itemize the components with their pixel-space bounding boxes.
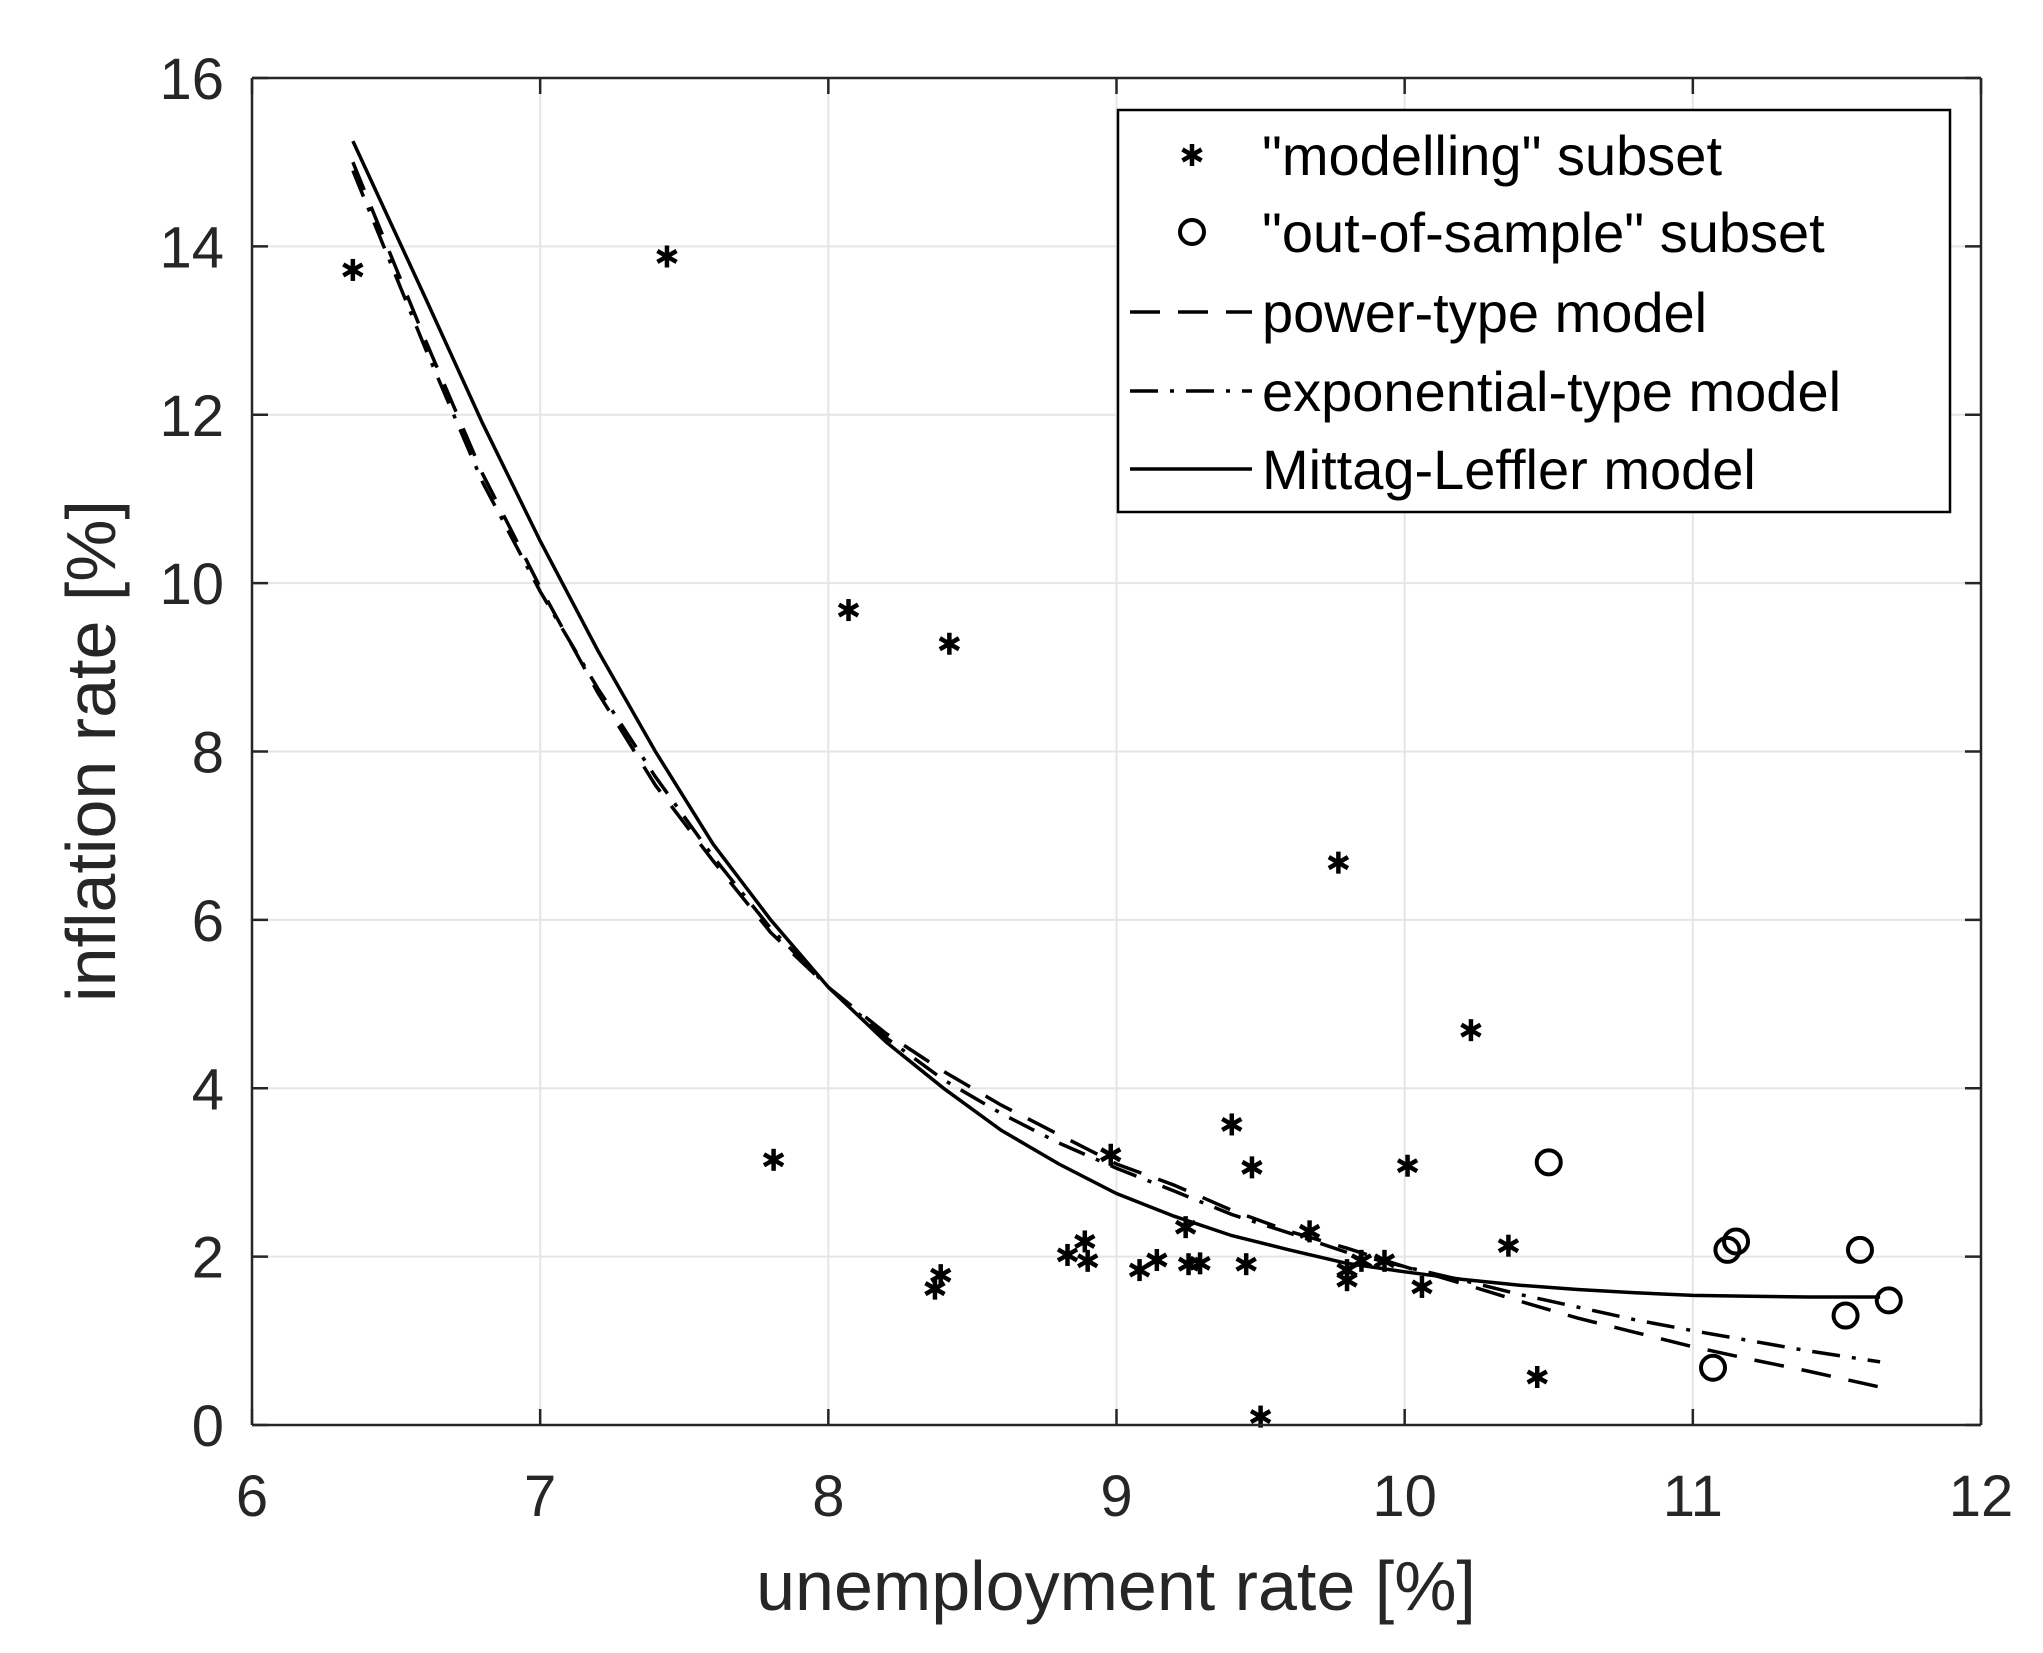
- data-point-modelling-subset: [1100, 1143, 1122, 1166]
- legend-label-out-of-sample-subset: "out-of-sample" subset: [1262, 201, 1825, 264]
- legend-marker-modelling-subset: [1181, 144, 1203, 166]
- x-tick-label: 11: [1663, 1464, 1723, 1529]
- series-line-exponential-type-model: [351, 169, 1881, 1364]
- legend-label-exponential-type-model: exponential-type model: [1262, 360, 1841, 423]
- data-point-modelling-subset: [1373, 1249, 1396, 1272]
- data-point-out-of-sample-subset: [1831, 1301, 1860, 1330]
- data-point-modelling-subset: [1076, 1249, 1099, 1272]
- data-point-modelling-subset: [762, 1148, 785, 1171]
- data-point-out-of-sample-subset: [1874, 1286, 1903, 1315]
- data-point-modelling-subset: [1336, 1269, 1358, 1292]
- data-point-modelling-subset: [1189, 1252, 1211, 1275]
- legend-label-modelling-subset: "modelling" subset: [1262, 124, 1722, 187]
- data-point-modelling-subset: [1056, 1243, 1079, 1266]
- data-point-modelling-subset: [342, 258, 364, 281]
- data-point-modelling-subset: [1350, 1249, 1373, 1272]
- data-point-modelling-subset: [1526, 1366, 1548, 1389]
- legend-box: [1116, 108, 1952, 514]
- data-points: [342, 245, 1903, 1428]
- data-point-modelling-subset: [1128, 1259, 1151, 1282]
- y-tick-label: 6: [192, 889, 224, 954]
- series-line-power-type-model: [351, 161, 1881, 1389]
- data-point-modelling-subset: [1146, 1248, 1168, 1271]
- data-point-modelling-subset: [1241, 1156, 1263, 1179]
- y-tick-label: 10: [159, 552, 224, 617]
- x-tick-label: 10: [1372, 1464, 1437, 1529]
- y-tick-label: 2: [192, 1226, 224, 1291]
- data-point-out-of-sample-subset: [1845, 1235, 1874, 1264]
- model-curves: [351, 140, 1881, 1389]
- data-point-modelling-subset: [1235, 1253, 1257, 1276]
- legend-label-power-type-model: power-type model: [1262, 281, 1707, 344]
- x-axis-label: unemployment rate [%]: [756, 1547, 1476, 1625]
- legend-label-mittag-leffler-model: Mittag-Leffler model: [1262, 438, 1756, 501]
- data-point-out-of-sample-subset: [1713, 1235, 1742, 1264]
- data-point-modelling-subset: [1460, 1019, 1482, 1042]
- y-tick-label: 0: [192, 1394, 224, 1459]
- legend: "modelling" subset "out-of-sample" subset…: [1116, 108, 1952, 514]
- x-tick-label: 8: [812, 1464, 844, 1529]
- x-tick-labels: 6 7 8 9 10 11 12: [236, 1464, 2013, 1529]
- data-point-modelling-subset: [1298, 1220, 1321, 1243]
- y-tick-labels: 0 2 4 6 8 10 12 14 16: [159, 47, 224, 1459]
- y-tick-label: 12: [159, 384, 224, 449]
- data-point-out-of-sample-subset: [1534, 1148, 1563, 1177]
- data-point-out-of-sample-subset: [1699, 1353, 1728, 1382]
- y-tick-label: 4: [192, 1057, 224, 1122]
- data-point-modelling-subset: [1396, 1154, 1419, 1177]
- data-point-modelling-subset: [1221, 1113, 1243, 1136]
- data-point-out-of-sample-subset: [1722, 1227, 1751, 1256]
- data-point-modelling-subset: [1327, 851, 1350, 874]
- y-tick-label: 14: [159, 215, 224, 280]
- data-point-modelling-subset: [1411, 1275, 1433, 1298]
- x-tick-label: 12: [1949, 1464, 2014, 1529]
- data-point-modelling-subset: [1074, 1230, 1096, 1253]
- x-tick-label: 7: [524, 1464, 556, 1529]
- axes: [250, 76, 1983, 1427]
- data-point-modelling-subset: [656, 245, 678, 268]
- x-tick-label: 6: [236, 1464, 268, 1529]
- series-line-mittag-leffler-model: [351, 140, 1881, 1299]
- y-tick-label: 8: [192, 721, 224, 786]
- data-point-modelling-subset: [930, 1264, 952, 1287]
- legend-marker-out-of-sample-subset: [1178, 218, 1206, 246]
- x-tick-label: 9: [1100, 1464, 1132, 1529]
- data-point-modelling-subset: [837, 599, 860, 622]
- data-point-modelling-subset: [1497, 1234, 1520, 1257]
- data-point-modelling-subset: [1174, 1216, 1197, 1239]
- y-tick-label: 16: [159, 47, 224, 112]
- data-point-modelling-subset: [938, 632, 961, 655]
- y-axis-label: inflation rate [%]: [52, 500, 130, 1002]
